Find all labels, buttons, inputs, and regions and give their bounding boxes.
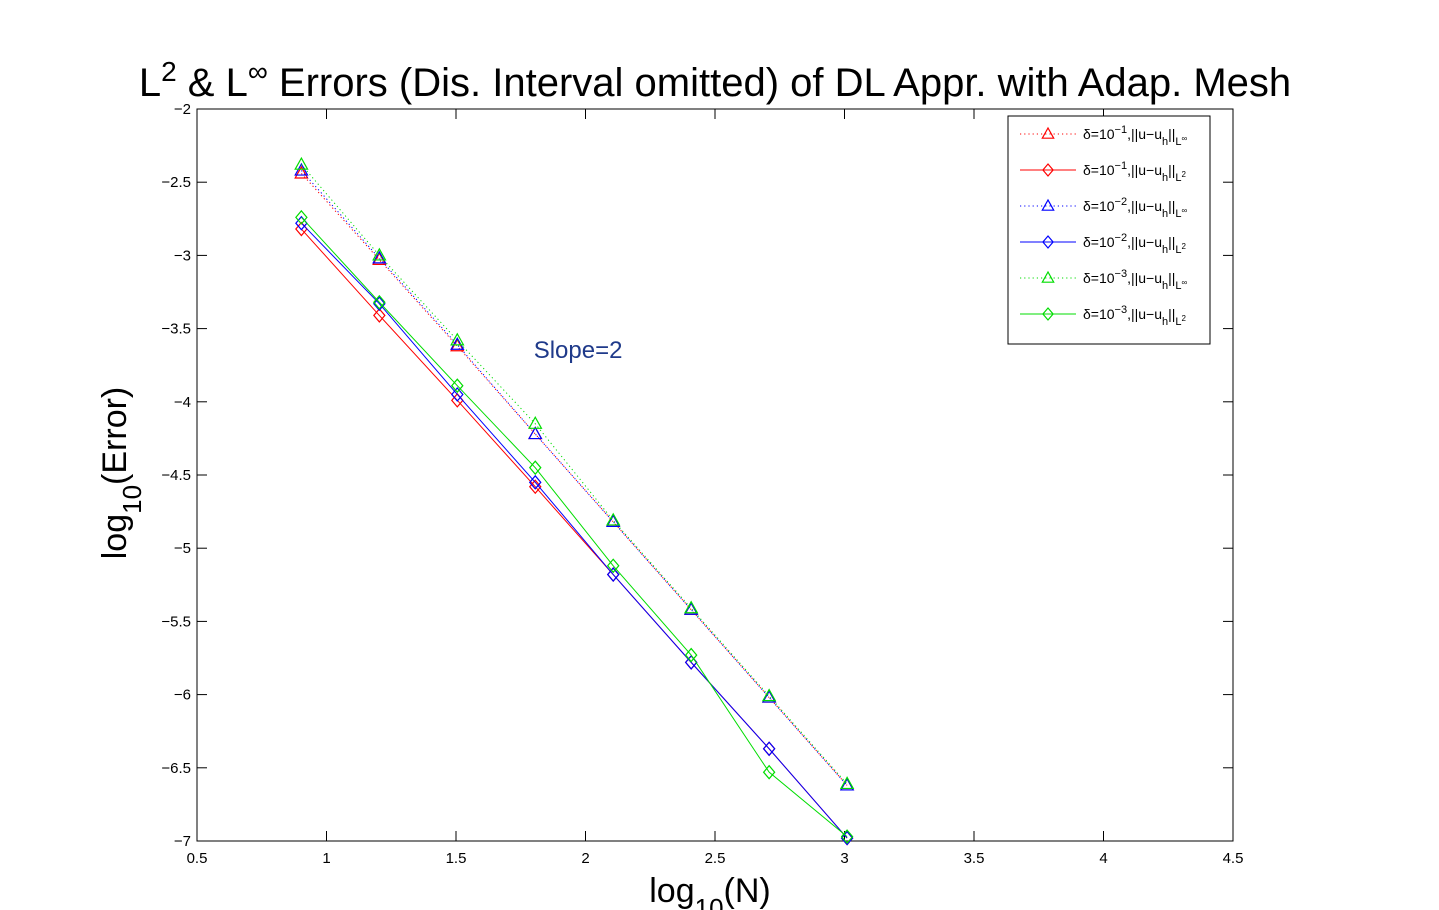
data-point xyxy=(372,250,387,264)
data-point xyxy=(528,460,542,476)
legend-label: δ=10−2,||u−uh||L∞ xyxy=(1083,196,1188,220)
legend-item: δ=10−3,||u−uh||L2 xyxy=(1020,304,1187,328)
legend-marker xyxy=(1041,270,1055,283)
legend-marker xyxy=(1042,163,1054,177)
data-point xyxy=(450,387,464,402)
y-tick-label: −6.5 xyxy=(161,760,191,777)
y-tick-label: −3 xyxy=(174,247,191,264)
data-point xyxy=(373,296,386,312)
y-tick-label: −7 xyxy=(174,833,191,850)
data-point xyxy=(528,426,543,440)
x-tick-label: 4 xyxy=(1099,850,1107,867)
data-point xyxy=(372,252,387,265)
series-line xyxy=(300,164,848,785)
series-layer xyxy=(294,156,855,846)
data-point xyxy=(839,776,855,790)
legend-label: δ=10−2,||u−uh||L2 xyxy=(1083,232,1187,256)
chart-title: L2 & L∞ Errors (Dis. Interval omitted) o… xyxy=(139,56,1291,106)
series-4 xyxy=(295,215,854,846)
x-tick-label: 0.5 xyxy=(187,850,208,867)
legend-marker xyxy=(1041,126,1055,139)
data-point xyxy=(373,307,386,323)
data-point xyxy=(372,247,387,261)
data-point xyxy=(761,688,777,702)
legend-label: δ=10−1,||u−uh||L∞ xyxy=(1083,124,1188,148)
y-tick-label: −5 xyxy=(174,540,191,557)
data-point xyxy=(683,600,699,614)
y-tick-label: −4.5 xyxy=(161,467,191,484)
y-tick-label: −3.5 xyxy=(161,321,191,338)
legend-label: δ=10−1,||u−uh||L2 xyxy=(1083,160,1187,184)
y-tick-label: −4 xyxy=(174,394,191,411)
x-tick-label: 2.5 xyxy=(705,850,726,867)
data-point xyxy=(840,830,854,846)
legend: δ=10−1,||u−uh||L∞ δ=10−1,||u−uh||L2 δ=10−2… xyxy=(1007,115,1211,345)
x-tick-label: 3.5 xyxy=(964,850,985,867)
series-6 xyxy=(295,209,854,845)
data-point xyxy=(761,689,777,703)
x-tick-label: 1 xyxy=(322,850,330,867)
data-point xyxy=(295,209,308,225)
legend-label: δ=10−3,||u−uh||L∞ xyxy=(1083,268,1188,292)
x-tick-label: 3 xyxy=(840,850,848,867)
data-point xyxy=(606,567,620,582)
data-point xyxy=(528,416,543,429)
legend-box xyxy=(1007,115,1211,345)
legend-marker xyxy=(1042,307,1054,321)
x-tick-label: 1.5 xyxy=(446,850,467,867)
x-tick-label: 2 xyxy=(581,850,589,867)
y-tick-label: −6 xyxy=(174,687,191,704)
data-point xyxy=(450,378,464,394)
data-point xyxy=(606,514,621,527)
legend-marker xyxy=(1042,235,1054,249)
slope-annotation: Slope=2 xyxy=(534,337,623,364)
y-tick-label: −2 xyxy=(174,101,191,118)
data-point xyxy=(294,165,309,179)
data-point xyxy=(606,512,621,526)
data-point xyxy=(528,474,542,490)
data-point xyxy=(684,647,698,663)
legend-marker xyxy=(1041,198,1055,211)
data-point xyxy=(294,156,309,170)
legend-item: δ=10−3,||u−uh||L∞ xyxy=(1020,268,1188,292)
y-axis-label: log10(Error) xyxy=(96,387,147,560)
y-tick-label: −5.5 xyxy=(161,613,191,630)
data-point xyxy=(839,777,855,791)
data-point xyxy=(762,764,776,780)
x-tick-label: 4.5 xyxy=(1223,850,1244,867)
data-point xyxy=(683,601,699,615)
legend-item: δ=10−2,||u−uh||L∞ xyxy=(1020,196,1188,220)
legend-item: δ=10−1,||u−uh||L2 xyxy=(1020,160,1187,184)
data-point xyxy=(373,294,386,310)
legend-item: δ=10−2,||u−uh||L2 xyxy=(1020,232,1187,256)
axes: 0.5 1 1.5 2 2.5 3 3.5 4 4.5 −7 −6.5 −6 −5.5 −5 −4.5 −4 −… xyxy=(161,101,1243,867)
legend-item: δ=10−1,||u−uh||L∞ xyxy=(1020,124,1188,148)
data-point xyxy=(840,829,854,845)
series-line xyxy=(301,222,848,839)
x-axis-label: log10(N) xyxy=(649,872,771,910)
series-line xyxy=(301,170,848,786)
series-5 xyxy=(294,156,855,790)
y-tick-label: −2.5 xyxy=(161,174,191,191)
data-point xyxy=(762,741,776,757)
data-point xyxy=(606,558,620,574)
legend-label: δ=10−3,||u−uh||L2 xyxy=(1083,304,1187,328)
series-line xyxy=(301,216,848,837)
data-point xyxy=(450,332,465,346)
